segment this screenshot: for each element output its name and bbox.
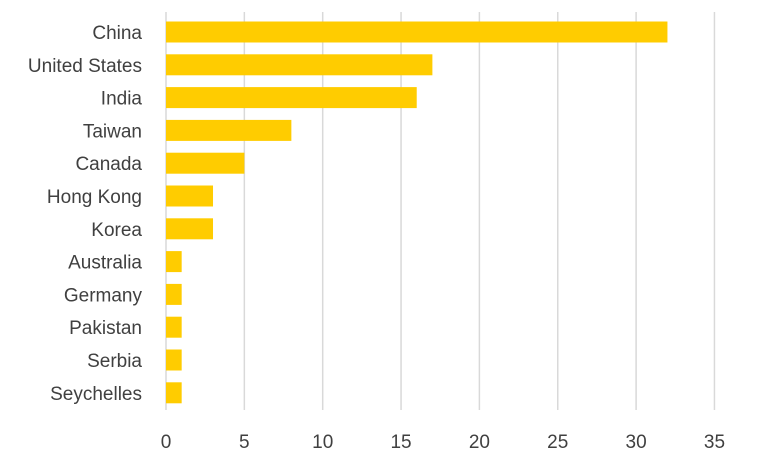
gridlines: [165, 12, 716, 410]
x-tick-label: 25: [547, 432, 568, 453]
bar-hong-kong: [166, 185, 214, 207]
category-label: Seychelles: [50, 384, 142, 405]
category-label: Australia: [68, 253, 142, 274]
x-tick-label: 10: [312, 432, 333, 453]
x-tick-label: 20: [469, 432, 490, 453]
bar-germany: [166, 283, 182, 305]
bar-serbia: [166, 349, 182, 371]
x-tick-label: 30: [626, 432, 647, 453]
x-tick-label: 15: [390, 432, 411, 453]
x-tick-label: 35: [704, 432, 725, 453]
category-label: Pakistan: [69, 318, 142, 339]
x-axis-tick-labels: 0 5 10 15 20 25 30 35: [161, 432, 725, 453]
bars: [166, 21, 668, 404]
category-label: United States: [28, 56, 142, 77]
bar-china: [166, 21, 668, 43]
bar-india: [166, 87, 417, 109]
bar-korea: [166, 218, 214, 240]
category-label: Hong Kong: [47, 187, 142, 208]
bar-seychelles: [166, 382, 182, 404]
bar-australia: [166, 251, 182, 273]
category-label: Germany: [64, 285, 143, 306]
category-labels: China United States India Taiwan Canada Hong …: [28, 23, 143, 405]
bar-taiwan: [166, 119, 292, 141]
category-label: Canada: [75, 154, 142, 175]
category-label: India: [101, 89, 143, 110]
x-tick-label: 5: [239, 432, 250, 453]
category-label: Taiwan: [83, 121, 142, 142]
x-tick-label: 0: [161, 432, 172, 453]
category-label: China: [92, 23, 142, 44]
bar-pakistan: [166, 316, 182, 338]
category-label: Serbia: [87, 351, 142, 372]
bar-united-states: [166, 54, 433, 76]
bar-canada: [166, 152, 245, 174]
category-label: Korea: [91, 220, 142, 241]
